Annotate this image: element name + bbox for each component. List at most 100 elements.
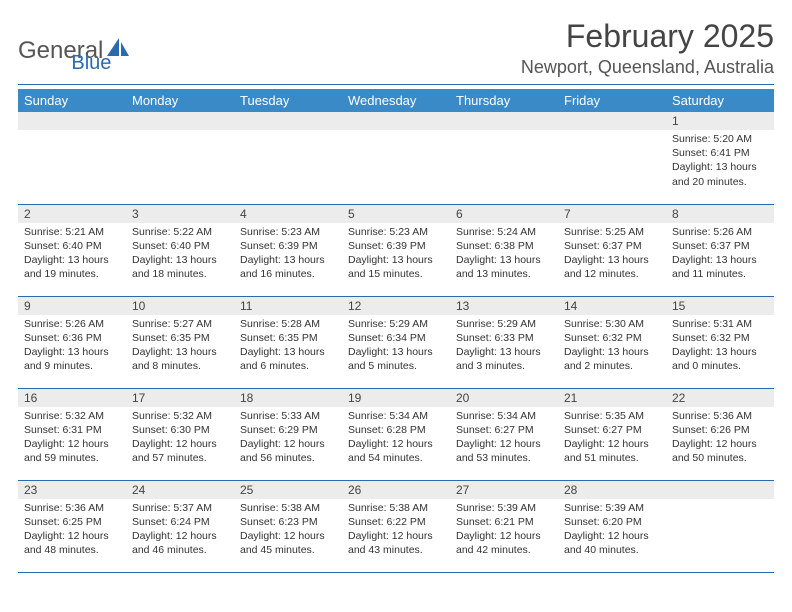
day-details: Sunrise: 5:32 AMSunset: 6:31 PMDaylight:… <box>18 407 126 470</box>
sunset-text: Sunset: 6:27 PM <box>564 423 660 437</box>
day-number: 9 <box>18 297 126 315</box>
sunset-text: Sunset: 6:26 PM <box>672 423 768 437</box>
day-details: Sunrise: 5:34 AMSunset: 6:28 PMDaylight:… <box>342 407 450 470</box>
daylight-text: Daylight: 12 hours and 51 minutes. <box>564 437 660 465</box>
daylight-text: Daylight: 13 hours and 5 minutes. <box>348 345 444 373</box>
daylight-text: Daylight: 13 hours and 15 minutes. <box>348 253 444 281</box>
calendar-day <box>234 112 342 204</box>
calendar-table: Sunday Monday Tuesday Wednesday Thursday… <box>18 89 774 573</box>
day-details: Sunrise: 5:29 AMSunset: 6:34 PMDaylight:… <box>342 315 450 378</box>
sunset-text: Sunset: 6:33 PM <box>456 331 552 345</box>
day-number: 11 <box>234 297 342 315</box>
day-details: Sunrise: 5:30 AMSunset: 6:32 PMDaylight:… <box>558 315 666 378</box>
calendar-week: 2Sunrise: 5:21 AMSunset: 6:40 PMDaylight… <box>18 204 774 296</box>
day-details: Sunrise: 5:38 AMSunset: 6:22 PMDaylight:… <box>342 499 450 562</box>
daylight-text: Daylight: 13 hours and 12 minutes. <box>564 253 660 281</box>
day-number: 7 <box>558 205 666 223</box>
day-number: 3 <box>126 205 234 223</box>
sunrise-text: Sunrise: 5:25 AM <box>564 225 660 239</box>
day-details: Sunrise: 5:31 AMSunset: 6:32 PMDaylight:… <box>666 315 774 378</box>
day-number: 22 <box>666 389 774 407</box>
daylight-text: Daylight: 12 hours and 40 minutes. <box>564 529 660 557</box>
day-number <box>234 112 342 130</box>
day-details: Sunrise: 5:39 AMSunset: 6:20 PMDaylight:… <box>558 499 666 562</box>
sunrise-text: Sunrise: 5:22 AM <box>132 225 228 239</box>
title-block: February 2025 Newport, Queensland, Austr… <box>521 18 774 78</box>
sunrise-text: Sunrise: 5:39 AM <box>564 501 660 515</box>
day-number: 5 <box>342 205 450 223</box>
day-number <box>342 112 450 130</box>
sunset-text: Sunset: 6:28 PM <box>348 423 444 437</box>
calendar-day <box>558 112 666 204</box>
day-details: Sunrise: 5:26 AMSunset: 6:37 PMDaylight:… <box>666 223 774 286</box>
calendar-week: 16Sunrise: 5:32 AMSunset: 6:31 PMDayligh… <box>18 388 774 480</box>
day-details: Sunrise: 5:39 AMSunset: 6:21 PMDaylight:… <box>450 499 558 562</box>
month-title: February 2025 <box>521 18 774 55</box>
calendar-day: 3Sunrise: 5:22 AMSunset: 6:40 PMDaylight… <box>126 204 234 296</box>
day-details: Sunrise: 5:24 AMSunset: 6:38 PMDaylight:… <box>450 223 558 286</box>
day-details: Sunrise: 5:29 AMSunset: 6:33 PMDaylight:… <box>450 315 558 378</box>
calendar-day: 6Sunrise: 5:24 AMSunset: 6:38 PMDaylight… <box>450 204 558 296</box>
daylight-text: Daylight: 13 hours and 18 minutes. <box>132 253 228 281</box>
daylight-text: Daylight: 13 hours and 19 minutes. <box>24 253 120 281</box>
location: Newport, Queensland, Australia <box>521 57 774 78</box>
sunrise-text: Sunrise: 5:27 AM <box>132 317 228 331</box>
sunrise-text: Sunrise: 5:38 AM <box>240 501 336 515</box>
calendar-day: 11Sunrise: 5:28 AMSunset: 6:35 PMDayligh… <box>234 296 342 388</box>
calendar-day: 24Sunrise: 5:37 AMSunset: 6:24 PMDayligh… <box>126 480 234 572</box>
weekday-header: Saturday <box>666 89 774 112</box>
sunset-text: Sunset: 6:27 PM <box>456 423 552 437</box>
daylight-text: Daylight: 12 hours and 50 minutes. <box>672 437 768 465</box>
sunrise-text: Sunrise: 5:36 AM <box>24 501 120 515</box>
sunrise-text: Sunrise: 5:24 AM <box>456 225 552 239</box>
day-details: Sunrise: 5:27 AMSunset: 6:35 PMDaylight:… <box>126 315 234 378</box>
day-details: Sunrise: 5:36 AMSunset: 6:26 PMDaylight:… <box>666 407 774 470</box>
daylight-text: Daylight: 12 hours and 43 minutes. <box>348 529 444 557</box>
sunset-text: Sunset: 6:20 PM <box>564 515 660 529</box>
calendar-day <box>450 112 558 204</box>
day-number: 17 <box>126 389 234 407</box>
sunrise-text: Sunrise: 5:23 AM <box>348 225 444 239</box>
sunset-text: Sunset: 6:37 PM <box>672 239 768 253</box>
daylight-text: Daylight: 13 hours and 3 minutes. <box>456 345 552 373</box>
calendar-day: 8Sunrise: 5:26 AMSunset: 6:37 PMDaylight… <box>666 204 774 296</box>
sunrise-text: Sunrise: 5:34 AM <box>348 409 444 423</box>
daylight-text: Daylight: 13 hours and 2 minutes. <box>564 345 660 373</box>
calendar-day: 4Sunrise: 5:23 AMSunset: 6:39 PMDaylight… <box>234 204 342 296</box>
day-number <box>18 112 126 130</box>
sunset-text: Sunset: 6:39 PM <box>348 239 444 253</box>
day-details: Sunrise: 5:35 AMSunset: 6:27 PMDaylight:… <box>558 407 666 470</box>
sunset-text: Sunset: 6:32 PM <box>564 331 660 345</box>
daylight-text: Daylight: 13 hours and 0 minutes. <box>672 345 768 373</box>
day-number <box>450 112 558 130</box>
sunrise-text: Sunrise: 5:20 AM <box>672 132 768 146</box>
calendar-week: 23Sunrise: 5:36 AMSunset: 6:25 PMDayligh… <box>18 480 774 572</box>
sunrise-text: Sunrise: 5:21 AM <box>24 225 120 239</box>
day-number: 23 <box>18 481 126 499</box>
day-details: Sunrise: 5:23 AMSunset: 6:39 PMDaylight:… <box>342 223 450 286</box>
sunset-text: Sunset: 6:21 PM <box>456 515 552 529</box>
daylight-text: Daylight: 13 hours and 13 minutes. <box>456 253 552 281</box>
daylight-text: Daylight: 12 hours and 54 minutes. <box>348 437 444 465</box>
sunrise-text: Sunrise: 5:37 AM <box>132 501 228 515</box>
sunset-text: Sunset: 6:35 PM <box>240 331 336 345</box>
sunset-text: Sunset: 6:38 PM <box>456 239 552 253</box>
day-details: Sunrise: 5:33 AMSunset: 6:29 PMDaylight:… <box>234 407 342 470</box>
calendar-day: 14Sunrise: 5:30 AMSunset: 6:32 PMDayligh… <box>558 296 666 388</box>
day-number: 24 <box>126 481 234 499</box>
sunrise-text: Sunrise: 5:38 AM <box>348 501 444 515</box>
day-details: Sunrise: 5:36 AMSunset: 6:25 PMDaylight:… <box>18 499 126 562</box>
sunset-text: Sunset: 6:35 PM <box>132 331 228 345</box>
sunset-text: Sunset: 6:39 PM <box>240 239 336 253</box>
sunset-text: Sunset: 6:32 PM <box>672 331 768 345</box>
day-details: Sunrise: 5:32 AMSunset: 6:30 PMDaylight:… <box>126 407 234 470</box>
sunrise-text: Sunrise: 5:31 AM <box>672 317 768 331</box>
day-number: 4 <box>234 205 342 223</box>
day-details: Sunrise: 5:28 AMSunset: 6:35 PMDaylight:… <box>234 315 342 378</box>
day-number: 14 <box>558 297 666 315</box>
sunrise-text: Sunrise: 5:32 AM <box>24 409 120 423</box>
calendar-day: 17Sunrise: 5:32 AMSunset: 6:30 PMDayligh… <box>126 388 234 480</box>
sunrise-text: Sunrise: 5:35 AM <box>564 409 660 423</box>
day-number: 18 <box>234 389 342 407</box>
calendar-day: 26Sunrise: 5:38 AMSunset: 6:22 PMDayligh… <box>342 480 450 572</box>
